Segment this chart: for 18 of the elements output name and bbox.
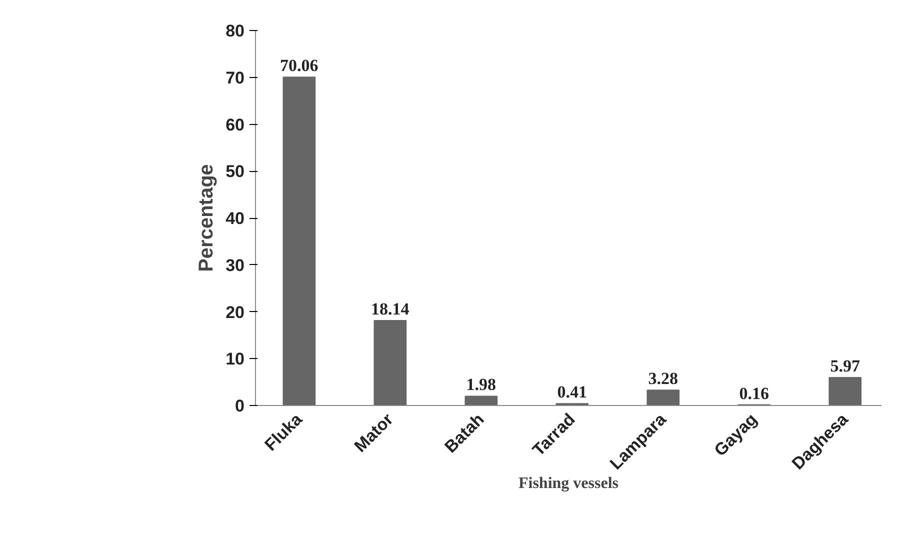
x-axis-title: Fishing vessels: [518, 475, 619, 492]
y-tick-label: 10: [226, 350, 245, 369]
data-label: 0.41: [557, 382, 588, 402]
y-tick-label: 20: [226, 302, 245, 322]
y-tick-label: 0: [235, 396, 245, 416]
data-label: 70.06: [280, 56, 318, 76]
y-axis-title: Percentage: [196, 164, 218, 272]
data-label: 3.28: [648, 369, 678, 388]
data-label: 18.14: [371, 299, 410, 318]
y-tick-label: 50: [226, 162, 245, 182]
data-label: 0.16: [739, 384, 769, 403]
data-label: 1.98: [466, 375, 496, 394]
y-tick-label: 40: [226, 209, 245, 228]
data-label: 5.97: [830, 356, 860, 376]
y-tick-label: 70: [226, 68, 245, 88]
y-tick-label: 30: [226, 256, 245, 275]
y-tick-label: 80: [226, 22, 245, 40]
y-tick-label: 60: [226, 115, 245, 134]
